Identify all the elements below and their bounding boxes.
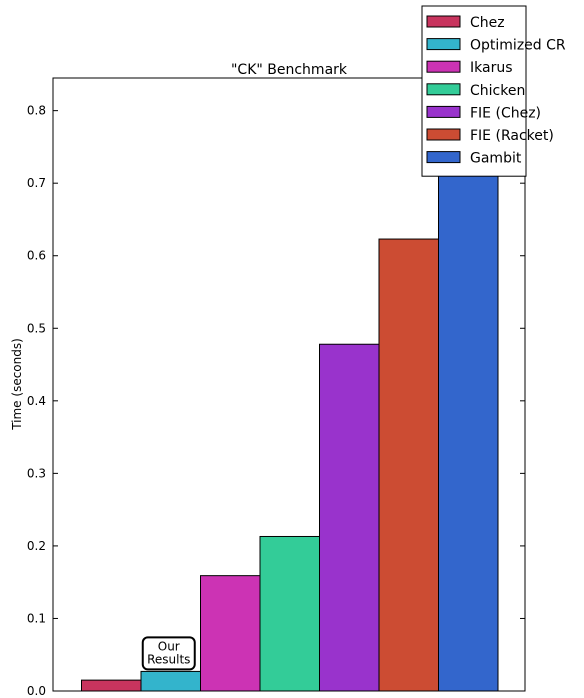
bar-chicken — [259, 535, 320, 692]
legend: Chez Optimized CR Ikarus Chicken FIE (Chez) F… — [421, 5, 566, 177]
annotation-box — [141, 636, 196, 671]
legend-swatch-ikarus — [426, 60, 461, 73]
legend-swatch-optimized-cr — [426, 38, 461, 51]
y-tick-label: 0.6 — [27, 249, 46, 263]
legend-label-chicken: Chicken — [470, 83, 525, 99]
legend-swatch-chez — [426, 15, 461, 28]
legend-label-optimized-cr: Optimized CR — [470, 38, 566, 54]
y-tick-label: 0.3 — [27, 466, 46, 480]
legend-swatch-gambit — [426, 151, 461, 164]
y-tick-label: 0.7 — [27, 176, 46, 190]
bars-layer — [81, 73, 499, 692]
bar-chez — [81, 679, 142, 692]
y-tick-label: 0.5 — [27, 321, 46, 335]
y-tick-label: 0.0 — [27, 684, 46, 698]
bar-fie-racket — [378, 238, 439, 692]
legend-swatch-chicken — [426, 83, 461, 96]
annotation-text: Results — [147, 652, 190, 666]
legend-label-fie-chez: FIE (Chez) — [470, 105, 541, 121]
legend-swatch-fie-chez — [426, 105, 461, 118]
chart-title: "CK" Benchmark — [231, 62, 348, 78]
annotation-text: Our — [158, 639, 180, 653]
legend-label-fie-racket: FIE (Racket) — [470, 128, 554, 144]
bar-fie-chez — [319, 343, 380, 692]
legend-label-chez: Chez — [470, 15, 505, 31]
plot-frame — [52, 77, 526, 692]
y-tick-label: 0.1 — [27, 611, 46, 625]
y-axis-label: Time (seconds) — [10, 338, 24, 431]
bar-optimized-cr — [140, 670, 201, 692]
y-ticks: 0.0 0.1 0.2 0.3 0.4 0.5 0.6 0.7 0.8 — [27, 104, 525, 698]
y-tick-label: 0.2 — [27, 539, 46, 553]
legend-label-gambit: Gambit — [470, 151, 522, 167]
legend-label-ikarus: Ikarus — [470, 60, 513, 76]
y-tick-label: 0.8 — [27, 104, 46, 118]
bar-ikarus — [200, 575, 261, 692]
legend-swatch-fie-racket — [426, 128, 461, 141]
y-tick-label: 0.4 — [27, 394, 46, 408]
